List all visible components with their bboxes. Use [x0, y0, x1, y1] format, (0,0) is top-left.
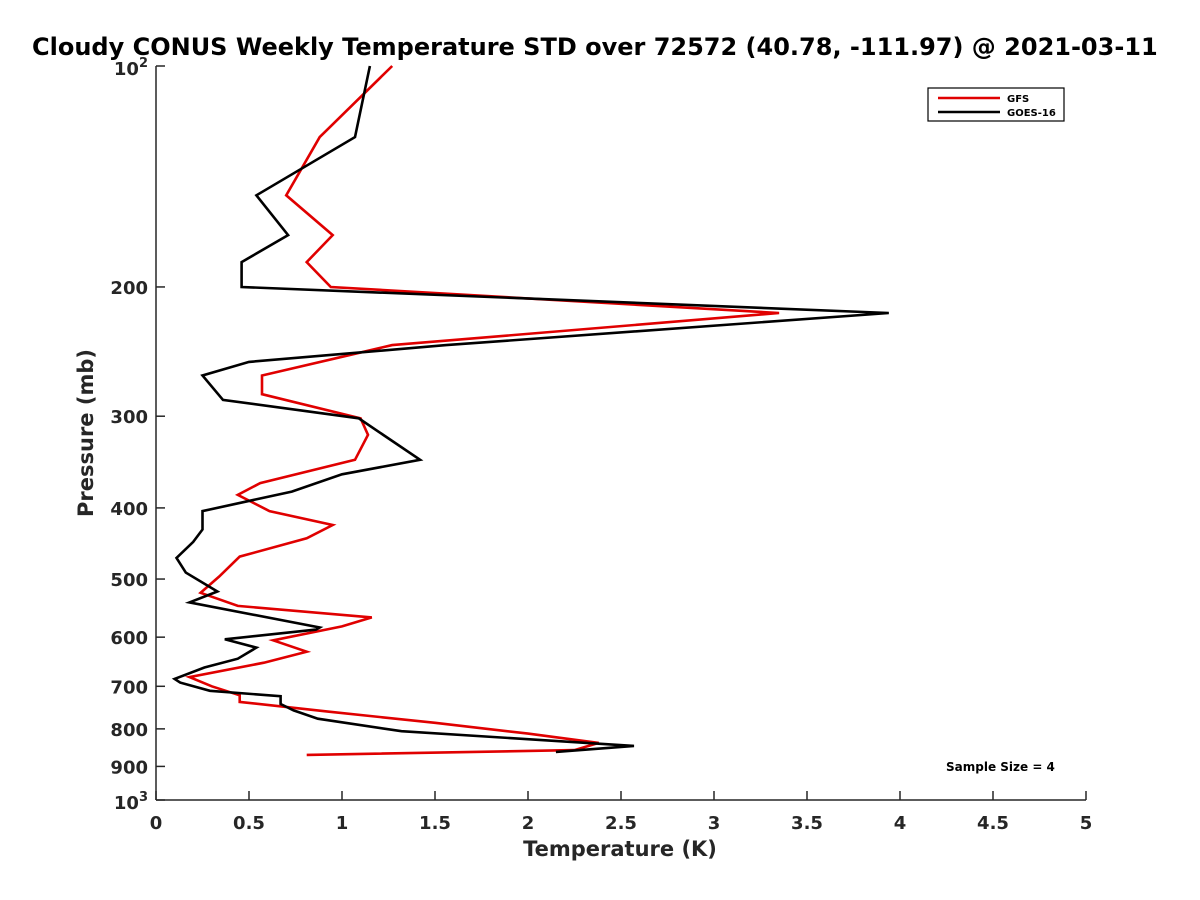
y-axis-label: Pressure (mb): [74, 349, 98, 517]
x-tick-label: 1: [336, 813, 349, 834]
y-tick-label: 900: [110, 757, 148, 778]
y-axis: 102 200 300 400 500 600 700 800 900 103: [110, 56, 165, 814]
series-line-gfs: [184, 65, 780, 757]
series-line-goes-16: [171, 65, 889, 754]
legend: GFS GOES-16: [927, 87, 1065, 122]
y-tick-label: 200: [110, 278, 148, 299]
x-tick-label: 4.5: [977, 813, 1009, 834]
legend-label-gfs: GFS: [1007, 94, 1029, 105]
y-tick-label: 400: [110, 499, 148, 520]
y-tick-label: 102: [114, 56, 148, 80]
y-tick-label: 700: [110, 677, 148, 698]
x-tick-label: 0.5: [233, 813, 265, 834]
x-tick-label: 1.5: [419, 813, 451, 834]
y-tick-label: 300: [110, 407, 148, 428]
x-tick-label: 2.5: [605, 813, 637, 834]
x-axis: 0 0.5 1 1.5 2 2.5 3 3.5 4 4.5 5: [150, 791, 1093, 834]
x-tick-label: 3.5: [791, 813, 823, 834]
legend-box: [927, 87, 1065, 122]
x-tick-label: 4: [894, 813, 907, 834]
x-tick-label: 3: [708, 813, 721, 834]
y-tick-label: 500: [110, 570, 148, 591]
plot-area: [155, 65, 1086, 801]
chart-title: Cloudy CONUS Weekly Temperature STD over…: [32, 33, 1158, 61]
x-tick-label: 2: [522, 813, 535, 834]
legend-label-goes-16: GOES-16: [1007, 108, 1056, 119]
x-tick-label: 0: [150, 813, 163, 834]
y-tick-label: 800: [110, 720, 148, 741]
sample-size-annotation: Sample Size = 4: [946, 760, 1055, 774]
x-axis-label: Temperature (K): [523, 837, 717, 861]
x-tick-label: 5: [1080, 813, 1093, 834]
y-tick-label: 600: [110, 628, 148, 649]
y-tick-label: 103: [114, 790, 148, 814]
